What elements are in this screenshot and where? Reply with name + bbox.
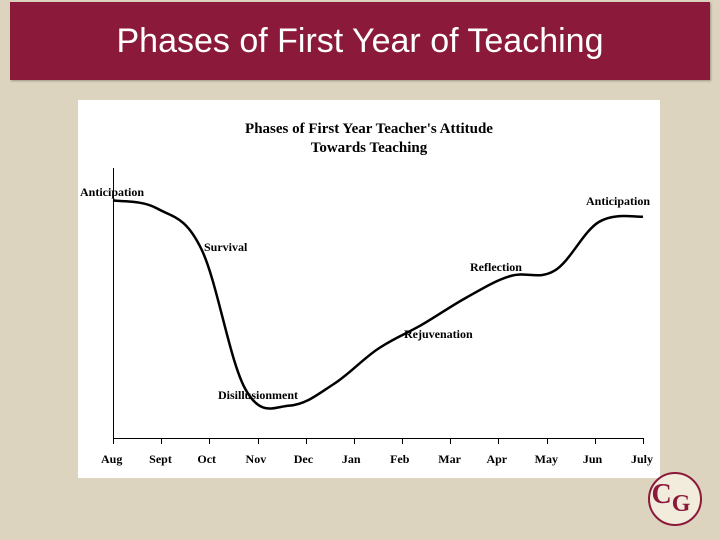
slide-title: Phases of First Year of Teaching (116, 22, 603, 61)
x-tick (354, 438, 355, 444)
month-label: Aug (101, 452, 122, 467)
month-label: Nov (246, 452, 267, 467)
x-tick (498, 438, 499, 444)
x-tick (258, 438, 259, 444)
x-tick (595, 438, 596, 444)
month-label: Jun (583, 452, 602, 467)
brand-logo: C G (648, 472, 702, 526)
phase-label-survival: Survival (204, 240, 247, 255)
month-label: July (631, 452, 653, 467)
x-tick (643, 438, 644, 444)
month-label: Apr (486, 452, 507, 467)
phase-label-disillusionment: Disillusionment (218, 388, 298, 403)
phase-label-anticipation-start: Anticipation (80, 185, 144, 200)
logo-circle-icon: C G (648, 472, 702, 526)
month-label: May (535, 452, 558, 467)
phase-label-reflection: Reflection (470, 260, 522, 275)
month-label: Feb (390, 452, 409, 467)
phase-label-rejuvenation: Rejuvenation (404, 327, 473, 342)
slide: Phases of First Year of Teaching Phases … (0, 0, 720, 540)
chart-panel: Phases of First Year Teacher's Attitude … (78, 100, 660, 478)
x-tick (113, 438, 114, 444)
month-label: Oct (197, 452, 216, 467)
month-label: Sept (149, 452, 172, 467)
x-tick (306, 438, 307, 444)
logo-letter-g: G (672, 495, 691, 514)
title-bar: Phases of First Year of Teaching (10, 2, 710, 80)
month-label: Dec (294, 452, 313, 467)
x-tick (402, 438, 403, 444)
logo-letter-c: C (652, 484, 672, 506)
x-tick (547, 438, 548, 444)
month-label: Jan (342, 452, 361, 467)
x-tick (450, 438, 451, 444)
month-label: Mar (438, 452, 461, 467)
x-tick (161, 438, 162, 444)
attitude-curve (78, 100, 660, 478)
x-tick (209, 438, 210, 444)
phase-label-anticipation-end: Anticipation (586, 194, 650, 209)
